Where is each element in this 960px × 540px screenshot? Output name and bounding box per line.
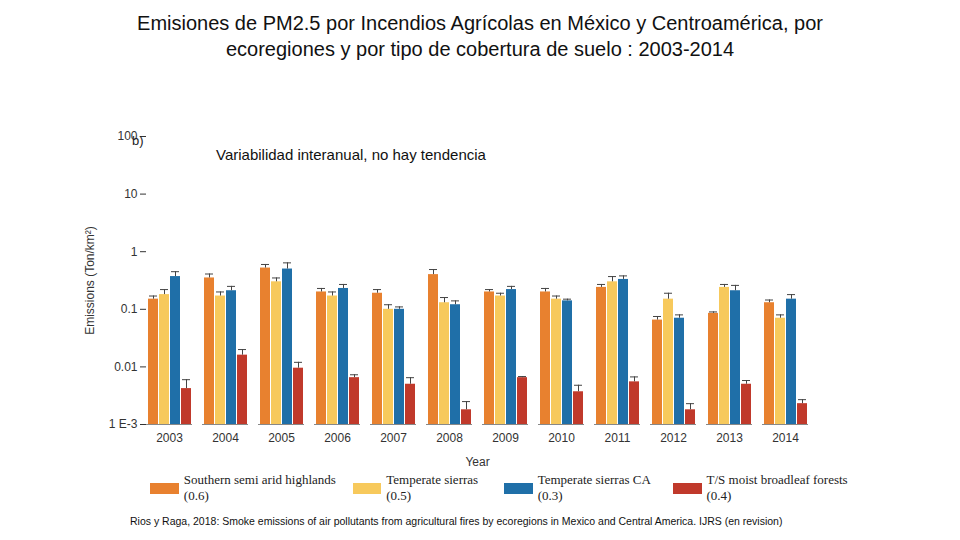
svg-text:2006: 2006 — [324, 431, 351, 445]
svg-text:2010: 2010 — [548, 431, 575, 445]
svg-text:2014: 2014 — [772, 431, 799, 445]
svg-text:1: 1 — [131, 245, 138, 259]
svg-text:2004: 2004 — [212, 431, 239, 445]
svg-text:2008: 2008 — [436, 431, 463, 445]
svg-text:0.01: 0.01 — [114, 360, 138, 374]
svg-text:2009: 2009 — [492, 431, 519, 445]
svg-text:0.1: 0.1 — [121, 302, 138, 316]
svg-text:2011: 2011 — [605, 431, 631, 445]
svg-text:Year: Year — [465, 455, 489, 469]
svg-text:2005: 2005 — [268, 431, 295, 445]
svg-text:Emissions (Ton/km²): Emissions (Ton/km²) — [83, 226, 97, 335]
svg-text:2013: 2013 — [716, 431, 743, 445]
svg-text:2007: 2007 — [380, 431, 407, 445]
svg-text:2003: 2003 — [156, 431, 183, 445]
svg-text:2012: 2012 — [660, 431, 687, 445]
svg-text:1 E-3: 1 E-3 — [109, 417, 138, 431]
svg-text:10: 10 — [124, 187, 138, 201]
